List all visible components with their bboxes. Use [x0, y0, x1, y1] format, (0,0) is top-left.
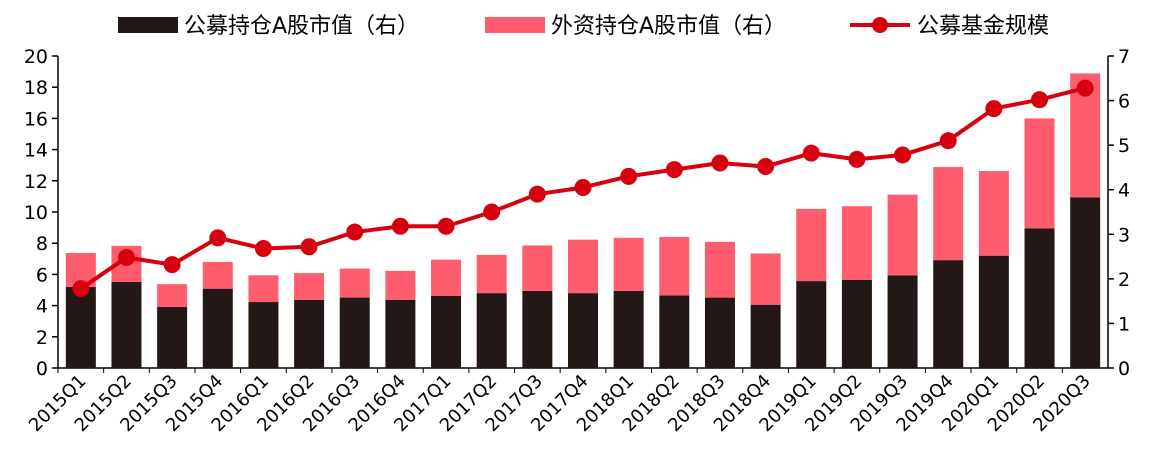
bar-foreign-holdings — [978, 170, 1009, 256]
bar-foreign-holdings — [659, 236, 690, 296]
bar-domestic-holdings — [613, 290, 644, 368]
point-fund-size — [254, 240, 272, 258]
bar-domestic-holdings — [978, 255, 1009, 368]
bar-domestic-holdings — [887, 275, 918, 368]
bar-foreign-holdings — [522, 245, 553, 291]
left-tick-label: 16 — [24, 108, 48, 130]
left-tick-label: 10 — [24, 202, 48, 224]
point-fund-size — [939, 132, 957, 150]
bar-domestic-holdings — [796, 281, 827, 368]
bar-domestic-holdings — [704, 297, 735, 368]
point-fund-size — [620, 167, 638, 185]
bar-domestic-holdings — [1070, 197, 1101, 368]
bar-foreign-holdings — [339, 268, 370, 298]
bar-foreign-holdings — [1024, 118, 1055, 229]
left-tick-label: 14 — [24, 140, 48, 162]
point-fund-size — [848, 150, 866, 168]
point-fund-size — [391, 217, 409, 235]
point-fund-size — [894, 146, 912, 164]
legend-marker-fund-size — [872, 17, 888, 33]
bar-domestic-holdings — [385, 299, 416, 368]
bar-domestic-holdings — [750, 304, 781, 368]
right-tick-label: 7 — [1118, 46, 1130, 68]
bar-domestic-holdings — [202, 288, 233, 368]
point-fund-size — [437, 217, 455, 235]
bar-foreign-holdings — [933, 166, 964, 261]
bar-domestic-holdings — [476, 293, 507, 368]
bar-domestic-holdings — [568, 293, 598, 368]
bar-domestic-holdings — [248, 302, 279, 368]
point-fund-size — [528, 185, 546, 203]
bar-domestic-holdings — [522, 290, 553, 368]
bar-domestic-holdings — [1024, 228, 1055, 368]
point-fund-size — [483, 203, 501, 221]
bar-domestic-holdings — [294, 299, 325, 368]
point-fund-size — [802, 144, 820, 162]
point-fund-size — [72, 280, 90, 298]
bar-domestic-holdings — [841, 279, 872, 368]
point-fund-size — [1076, 79, 1094, 97]
plot-area: 02468101214161820012345672015Q12015Q2201… — [24, 46, 1130, 436]
point-fund-size — [117, 248, 135, 266]
bar-foreign-holdings — [431, 259, 462, 296]
left-tick-label: 0 — [36, 358, 48, 380]
bar-domestic-holdings — [659, 295, 690, 368]
legend-swatch-domestic-holdings — [118, 17, 178, 33]
bar-foreign-holdings — [248, 275, 279, 303]
legend-swatch-foreign-holdings — [485, 17, 545, 33]
legend-item-domestic-holdings: 公募持仓A股市值（右） — [118, 14, 419, 39]
right-tick-label: 3 — [1118, 224, 1130, 246]
legend: 公募持仓A股市值（右） 外资持仓A股市值（右） 公募基金规模 — [118, 14, 1049, 39]
left-tick-label: 8 — [36, 233, 48, 255]
point-fund-size — [985, 100, 1003, 118]
bar-foreign-holdings — [157, 284, 188, 307]
bar-domestic-holdings — [933, 260, 964, 368]
bar-foreign-holdings — [294, 273, 325, 300]
point-fund-size — [757, 158, 775, 176]
point-fund-size — [163, 256, 181, 274]
left-tick-label: 6 — [36, 264, 48, 286]
point-fund-size — [209, 229, 227, 247]
left-tick-label: 20 — [24, 46, 48, 68]
legend-label-domestic-holdings: 公募持仓A股市值（右） — [184, 14, 419, 39]
point-fund-size — [574, 178, 592, 196]
bar-foreign-holdings — [887, 194, 918, 276]
bar-foreign-holdings — [385, 270, 416, 300]
right-tick-label: 0 — [1118, 358, 1130, 380]
legend-item-fund-size: 公募基金规模 — [850, 14, 1049, 39]
right-tick-label: 2 — [1118, 269, 1130, 291]
point-fund-size — [300, 238, 318, 256]
legend-label-fund-size: 公募基金规模 — [917, 14, 1049, 39]
left-tick-label: 2 — [36, 327, 48, 349]
bar-domestic-holdings — [111, 281, 142, 368]
right-tick-label: 6 — [1118, 91, 1130, 113]
left-tick-label: 4 — [36, 296, 48, 318]
point-fund-size — [1031, 91, 1049, 109]
bar-foreign-holdings — [476, 254, 507, 294]
bar-foreign-holdings — [796, 208, 827, 282]
point-fund-size — [346, 223, 364, 241]
left-tick-label: 12 — [24, 171, 48, 193]
bar-domestic-holdings — [339, 297, 370, 368]
right-tick-label: 4 — [1118, 180, 1130, 202]
bar-foreign-holdings — [704, 241, 735, 298]
bar-foreign-holdings — [841, 206, 872, 280]
point-fund-size — [665, 161, 683, 179]
bar-foreign-holdings — [568, 239, 598, 294]
legend-item-foreign-holdings: 外资持仓A股市值（右） — [485, 14, 786, 39]
bar-domestic-holdings — [65, 286, 96, 368]
bar-domestic-holdings — [431, 295, 462, 368]
point-fund-size — [711, 154, 729, 172]
bar-foreign-holdings — [202, 261, 233, 289]
legend-label-foreign-holdings: 外资持仓A股市值（右） — [551, 14, 786, 39]
bar-foreign-holdings — [750, 253, 781, 305]
left-tick-label: 18 — [24, 77, 48, 99]
bar-domestic-holdings — [157, 306, 188, 368]
bar-foreign-holdings — [613, 237, 644, 291]
right-tick-label: 5 — [1118, 135, 1130, 157]
right-tick-label: 1 — [1118, 313, 1130, 335]
